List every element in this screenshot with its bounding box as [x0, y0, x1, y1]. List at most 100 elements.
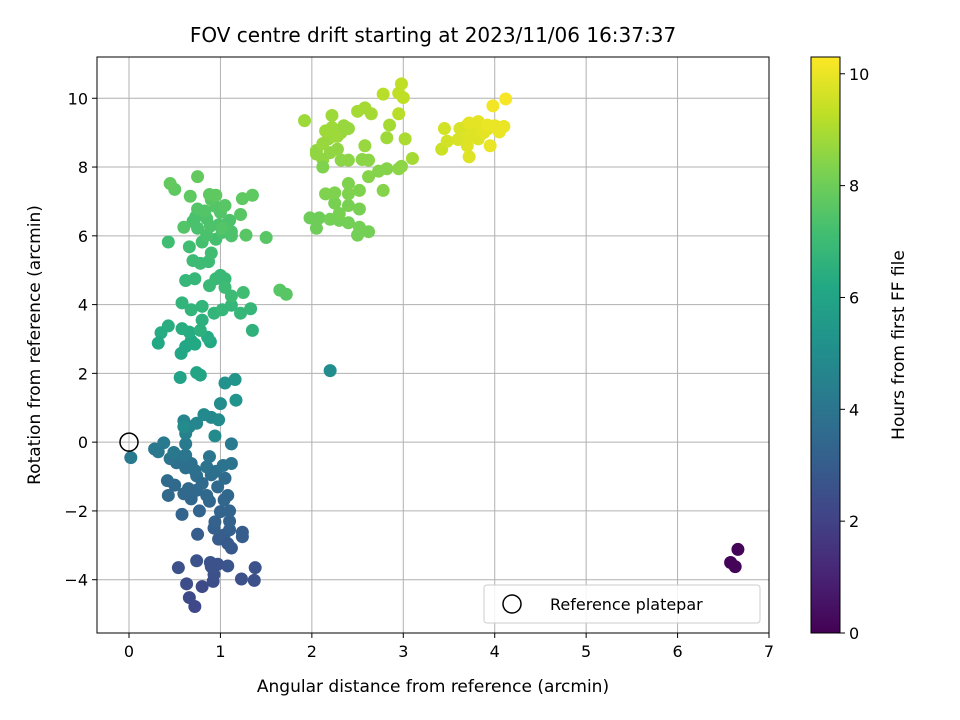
data-point — [213, 268, 227, 282]
data-point — [248, 561, 262, 575]
data-point — [394, 159, 408, 173]
data-point — [259, 231, 273, 245]
data-point — [204, 246, 218, 260]
data-point — [151, 336, 165, 350]
data-point — [325, 108, 339, 122]
data-point — [383, 118, 397, 132]
colorbar-frame — [810, 56, 841, 634]
data-point — [180, 577, 194, 591]
legend-entry-reference-platepar: Reference platepar — [550, 595, 703, 614]
data-point — [731, 542, 745, 556]
data-point — [218, 376, 232, 390]
y-tick-label: −2 — [64, 502, 88, 521]
x-tick-label: 3 — [398, 642, 408, 661]
data-point — [224, 298, 238, 312]
data-point — [175, 322, 189, 336]
data-point — [334, 153, 348, 167]
data-point — [191, 527, 205, 541]
data-point — [184, 303, 198, 317]
reference-platepar-marker — [119, 432, 139, 452]
data-point — [124, 451, 138, 465]
data-point — [235, 192, 249, 206]
data-point — [171, 561, 185, 575]
data-point — [245, 188, 259, 202]
colorbar-gradient — [811, 57, 840, 633]
data-point — [167, 445, 181, 459]
x-tick-label: 2 — [307, 642, 317, 661]
colorbar-tick-label: 0 — [849, 624, 859, 643]
y-tick-label: −4 — [64, 571, 88, 590]
data-point — [492, 125, 506, 139]
chart-title: FOV centre drift starting at 2023/11/06 … — [190, 23, 676, 47]
data-points — [124, 77, 745, 614]
y-tick-label: 10 — [68, 89, 88, 108]
data-point — [394, 77, 408, 91]
data-point — [437, 122, 451, 136]
data-point — [161, 235, 175, 249]
data-point — [195, 580, 209, 594]
data-point — [195, 313, 209, 327]
data-point — [221, 488, 235, 502]
data-point — [451, 133, 465, 147]
data-point — [376, 183, 390, 197]
data-point — [179, 448, 193, 462]
data-point — [244, 302, 258, 316]
data-point — [183, 189, 197, 203]
data-point — [279, 287, 293, 301]
data-point — [202, 188, 216, 202]
colorbar-tick-label: 4 — [849, 400, 859, 419]
data-point — [362, 153, 376, 167]
data-point — [177, 220, 191, 234]
data-point — [161, 319, 175, 333]
data-point — [341, 216, 355, 230]
data-point — [236, 286, 250, 300]
data-point — [195, 299, 209, 313]
data-point — [351, 228, 365, 242]
data-point — [202, 450, 216, 464]
data-point — [192, 504, 206, 518]
x-axis-label: Angular distance from reference (arcmin) — [257, 677, 609, 697]
data-point — [376, 87, 390, 101]
data-point — [191, 170, 205, 184]
data-point — [188, 337, 202, 351]
data-point — [211, 480, 225, 494]
data-point — [319, 187, 333, 201]
legend-box — [483, 584, 761, 624]
data-point — [229, 393, 243, 407]
data-point — [224, 437, 238, 451]
data-point — [188, 463, 202, 477]
data-point — [234, 207, 248, 221]
y-tick-label: 0 — [78, 433, 88, 452]
data-point — [352, 183, 366, 197]
x-tick-label: 4 — [490, 642, 500, 661]
data-point — [197, 408, 211, 422]
data-point — [213, 397, 227, 411]
data-point — [182, 591, 196, 605]
data-point — [200, 488, 214, 502]
data-point — [173, 370, 187, 384]
data-point — [212, 413, 226, 427]
data-point — [224, 229, 238, 243]
data-point — [328, 196, 342, 210]
data-point — [224, 289, 238, 303]
data-point — [218, 471, 232, 485]
data-point — [358, 139, 372, 153]
data-point — [247, 573, 261, 587]
data-point — [190, 416, 204, 430]
data-point — [303, 211, 317, 225]
data-point — [191, 202, 205, 216]
data-point — [323, 364, 337, 378]
colorbar-tick-label: 10 — [849, 65, 869, 84]
data-point — [193, 368, 207, 382]
data-point — [182, 240, 196, 254]
data-point — [163, 177, 177, 191]
x-tick-label: 0 — [124, 642, 134, 661]
y-tick-label: 2 — [78, 364, 88, 383]
data-point — [337, 119, 351, 133]
data-point — [396, 91, 410, 105]
data-point — [405, 151, 419, 165]
data-point — [195, 476, 209, 490]
colorbar-tick-label: 6 — [849, 288, 859, 307]
data-point — [486, 99, 500, 113]
data-point — [312, 211, 326, 225]
